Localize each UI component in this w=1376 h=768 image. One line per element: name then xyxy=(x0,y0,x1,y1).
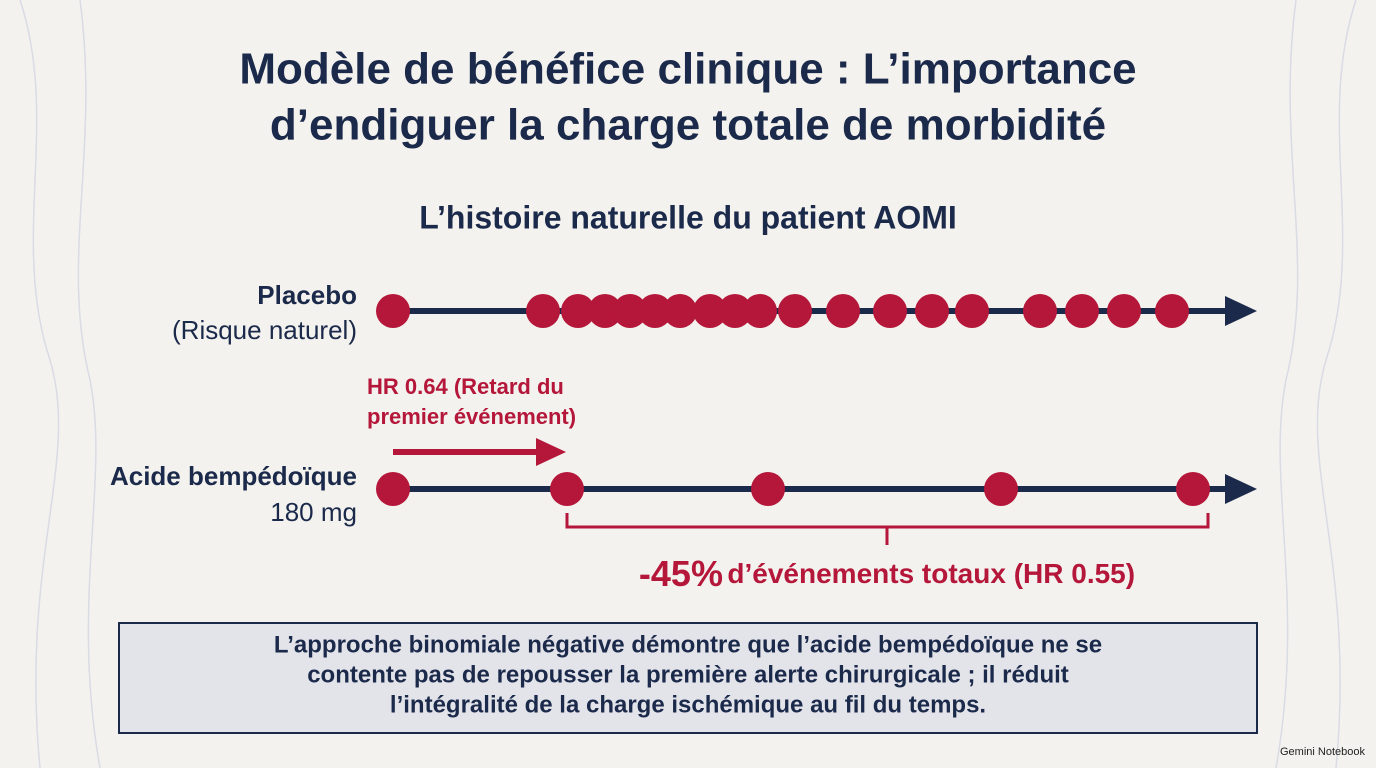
event-dot xyxy=(561,294,595,328)
event-dot xyxy=(826,294,860,328)
event-dot xyxy=(1176,472,1210,506)
event-dots xyxy=(376,294,1210,506)
delay-arrowhead xyxy=(536,438,566,466)
event-dot xyxy=(718,294,752,328)
event-dot xyxy=(1065,294,1099,328)
delay-note: premier événement) xyxy=(367,404,576,429)
event-dot xyxy=(638,294,672,328)
conclusion-box xyxy=(118,622,1258,734)
event-dot xyxy=(376,472,410,506)
event-dot xyxy=(550,472,584,506)
event-dot xyxy=(915,294,949,328)
decor-vessels xyxy=(19,0,1357,768)
conclusion-line: L’approche binomiale négative démontre q… xyxy=(274,631,1102,658)
event-dot xyxy=(1155,294,1189,328)
subtitle: L’histoire naturelle du patient AOMI xyxy=(419,199,957,235)
event-dot xyxy=(1023,294,1057,328)
row-label: Placebo xyxy=(257,280,357,310)
reduction-value: -45% xyxy=(639,553,723,594)
event-dot xyxy=(955,294,989,328)
watermark: Gemini Notebook xyxy=(1280,746,1365,758)
conclusion-line: contente pas de repousser la première al… xyxy=(307,661,1069,688)
row-sublabel: (Risque naturel) xyxy=(172,315,357,345)
bracket xyxy=(565,513,1210,545)
timeline-arrowhead xyxy=(1225,296,1257,326)
event-dot xyxy=(743,294,777,328)
reduction-text: d’événements totaux (HR 0.55) xyxy=(727,558,1135,589)
title-line: d’endiguer la charge totale de morbidité xyxy=(270,101,1106,150)
row-sublabel: 180 mg xyxy=(270,497,357,527)
event-dot xyxy=(984,472,1018,506)
event-dot xyxy=(588,294,622,328)
event-dot xyxy=(751,472,785,506)
event-dot xyxy=(663,294,697,328)
event-dot xyxy=(693,294,727,328)
reduction-note: -45% d’événements totaux (HR 0.55) xyxy=(639,553,1135,594)
event-dot xyxy=(1107,294,1141,328)
timeline-arrowhead xyxy=(1225,474,1257,504)
row-label: Acide bempédoïque xyxy=(110,461,357,491)
event-dot xyxy=(376,294,410,328)
event-dot xyxy=(778,294,812,328)
event-dot xyxy=(526,294,560,328)
conclusion-line: l’intégralité de la charge ischémique au… xyxy=(390,691,986,718)
title-line: Modèle de bénéfice clinique : L’importan… xyxy=(239,45,1136,94)
event-dot xyxy=(613,294,647,328)
event-dot xyxy=(873,294,907,328)
delay-note: HR 0.64 (Retard du xyxy=(367,374,564,399)
